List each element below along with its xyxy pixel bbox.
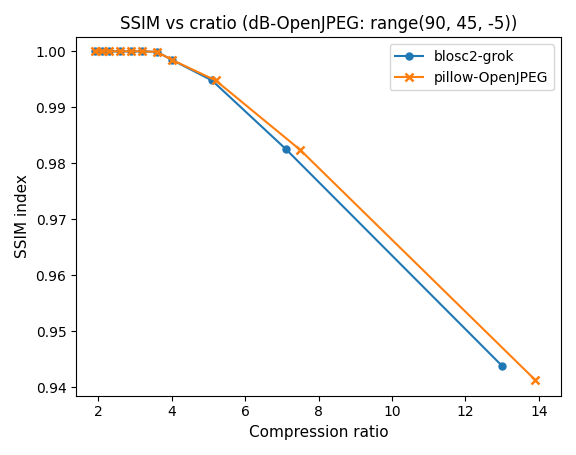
- blosc2-grok: [106, 49, 113, 54]
- pillow-OpenJPEG: [297, 147, 304, 152]
- pillow-OpenJPEG: [128, 49, 135, 54]
- pillow-OpenJPEG: [98, 49, 105, 54]
- Title: SSIM vs cratio (dB-OpenJPEG: range(90, 45, -5)): SSIM vs cratio (dB-OpenJPEG: range(90, 4…: [120, 15, 517, 33]
- blosc2-grok: [128, 49, 135, 54]
- blosc2-grok: [139, 49, 146, 54]
- blosc2-grok: [117, 49, 124, 54]
- blosc2-grok: [154, 49, 161, 55]
- blosc2-grok: [91, 49, 98, 54]
- Y-axis label: SSIM index: SSIM index: [15, 175, 30, 258]
- pillow-OpenJPEG: [532, 377, 539, 383]
- Line: pillow-OpenJPEG: pillow-OpenJPEG: [90, 47, 540, 384]
- blosc2-grok: [98, 49, 105, 54]
- X-axis label: Compression ratio: Compression ratio: [249, 425, 388, 440]
- blosc2-grok: [282, 146, 289, 152]
- pillow-OpenJPEG: [91, 49, 98, 54]
- blosc2-grok: [209, 78, 215, 83]
- pillow-OpenJPEG: [117, 49, 124, 54]
- Legend: blosc2-grok, pillow-OpenJPEG: blosc2-grok, pillow-OpenJPEG: [389, 44, 554, 91]
- blosc2-grok: [168, 57, 175, 62]
- blosc2-grok: [499, 363, 506, 369]
- Line: blosc2-grok: blosc2-grok: [91, 48, 506, 369]
- pillow-OpenJPEG: [139, 49, 146, 54]
- pillow-OpenJPEG: [213, 78, 219, 83]
- pillow-OpenJPEG: [168, 57, 175, 62]
- pillow-OpenJPEG: [106, 49, 113, 54]
- pillow-OpenJPEG: [154, 49, 161, 55]
